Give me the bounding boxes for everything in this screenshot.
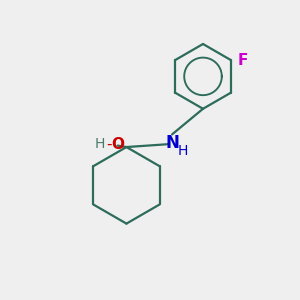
Text: H: H: [94, 137, 104, 151]
Text: H: H: [177, 145, 188, 158]
Text: O: O: [112, 136, 125, 152]
Text: -: -: [106, 136, 112, 152]
Text: N: N: [165, 134, 179, 152]
Text: F: F: [238, 53, 248, 68]
